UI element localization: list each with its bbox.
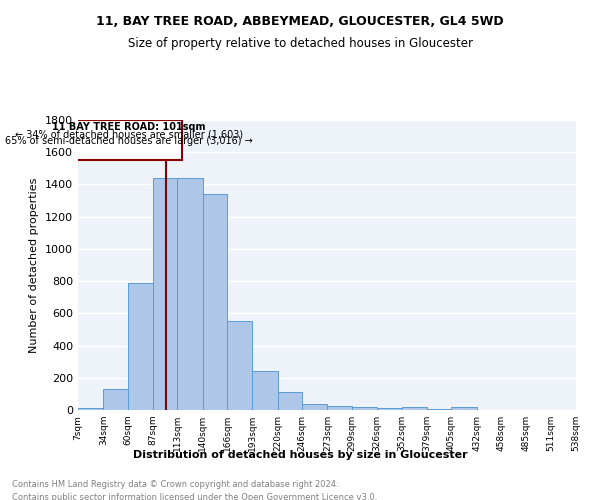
Bar — [103, 389, 128, 410]
Bar — [278, 392, 302, 410]
Bar — [153, 178, 178, 410]
Bar — [451, 407, 476, 410]
Bar — [302, 404, 328, 410]
Bar — [427, 409, 451, 410]
Bar — [253, 370, 278, 410]
Text: Contains HM Land Registry data © Crown copyright and database right 2024.: Contains HM Land Registry data © Crown c… — [12, 480, 338, 489]
Bar — [178, 178, 203, 410]
Text: 11 BAY TREE ROAD: 101sqm: 11 BAY TREE ROAD: 101sqm — [52, 122, 206, 132]
FancyBboxPatch shape — [76, 120, 182, 160]
Bar — [401, 407, 427, 410]
Text: 65% of semi-detached houses are larger (3,016) →: 65% of semi-detached houses are larger (… — [5, 136, 253, 146]
Text: ← 34% of detached houses are smaller (1,603): ← 34% of detached houses are smaller (1,… — [15, 130, 243, 140]
Text: Contains public sector information licensed under the Open Government Licence v3: Contains public sector information licen… — [12, 492, 377, 500]
Y-axis label: Number of detached properties: Number of detached properties — [29, 178, 40, 352]
Text: Distribution of detached houses by size in Gloucester: Distribution of detached houses by size … — [133, 450, 467, 460]
Text: 11, BAY TREE ROAD, ABBEYMEAD, GLOUCESTER, GL4 5WD: 11, BAY TREE ROAD, ABBEYMEAD, GLOUCESTER… — [96, 15, 504, 28]
Bar — [78, 408, 103, 410]
Bar — [328, 406, 352, 410]
Bar — [128, 282, 153, 410]
Bar — [377, 408, 401, 410]
Bar — [227, 322, 253, 410]
Bar — [203, 194, 227, 410]
Text: Size of property relative to detached houses in Gloucester: Size of property relative to detached ho… — [128, 38, 473, 51]
Bar — [352, 407, 377, 410]
